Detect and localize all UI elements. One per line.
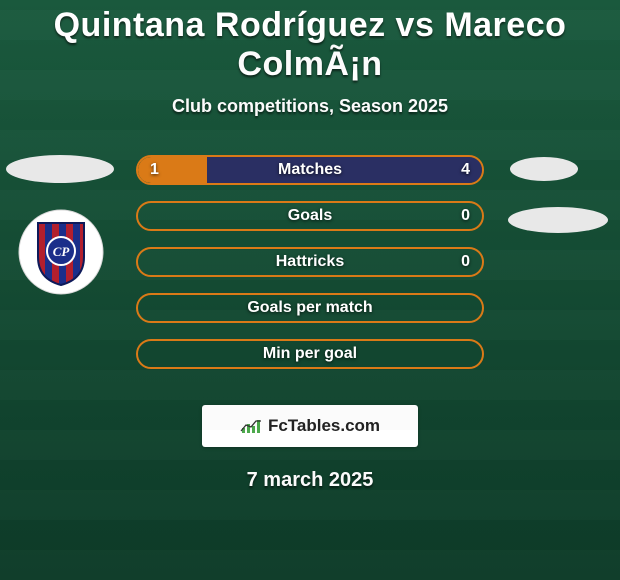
stat-bar: 0 Goals: [136, 201, 484, 231]
page-subtitle: Club competitions, Season 2025: [0, 96, 620, 117]
stat-value-right: 4: [461, 161, 470, 179]
stat-bars: 1 4 Matches 0 Goals 0 Hattricks Goals per match…: [136, 155, 484, 385]
stat-label: Hattricks: [276, 253, 344, 271]
stat-value-left: 1: [150, 161, 159, 179]
branding-badge[interactable]: FcTables.com: [202, 405, 418, 447]
stat-value-right: 0: [461, 207, 470, 225]
match-date: 7 march 2025: [0, 469, 620, 492]
player-left-column: CP: [0, 155, 120, 295]
club-badge-left: CP: [18, 209, 104, 295]
branding-text: FcTables.com: [268, 416, 380, 436]
player-right-photo-placeholder: [510, 157, 578, 181]
stat-fill-right: [207, 157, 482, 183]
club-badge-right-placeholder: [508, 207, 608, 233]
stat-bar: Min per goal: [136, 339, 484, 369]
stat-bar: Goals per match: [136, 293, 484, 323]
player-left-photo-placeholder: [6, 155, 114, 183]
stat-value-right: 0: [461, 253, 470, 271]
chart-icon: [240, 417, 262, 435]
comparison-panel: CP 1 4 Matches 0 Goals 0 Hattricks Goals per ma…: [0, 155, 620, 395]
stat-fill-left: [138, 157, 207, 183]
club-badge-monogram: CP: [53, 244, 71, 259]
stat-bar: 0 Hattricks: [136, 247, 484, 277]
stat-bar: 1 4 Matches: [136, 155, 484, 185]
page-title: Quintana Rodríguez vs Mareco ColmÃ¡n: [0, 0, 620, 84]
player-right-column: [500, 155, 620, 233]
stat-label: Goals: [288, 207, 332, 225]
stat-label: Goals per match: [247, 299, 372, 317]
stat-label: Matches: [278, 161, 342, 179]
stat-label: Min per goal: [263, 345, 357, 363]
